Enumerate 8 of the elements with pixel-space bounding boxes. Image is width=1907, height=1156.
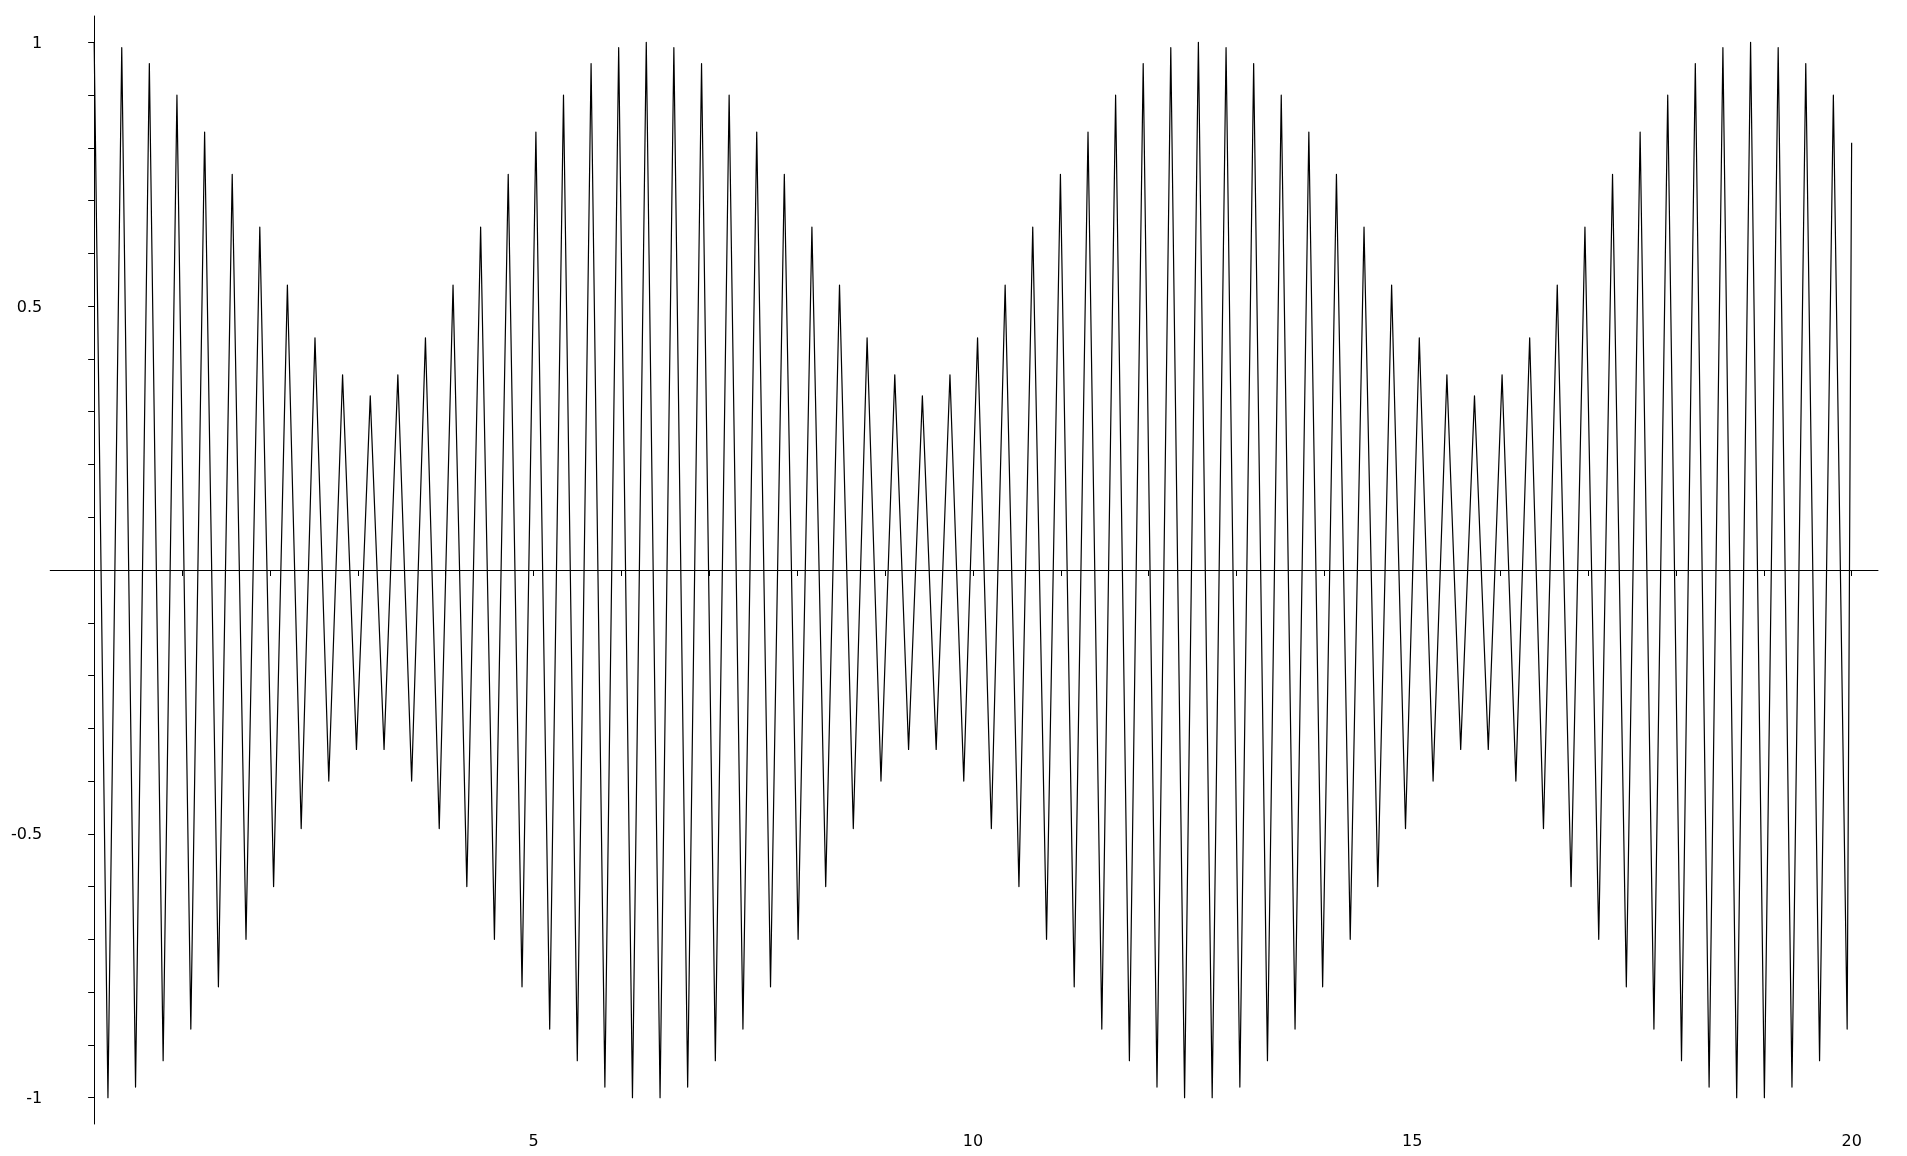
x-tick-label: 20 — [1841, 1130, 1862, 1150]
y-tick-label: 0.5 — [16, 296, 43, 316]
x-tick-label: 15 — [1402, 1130, 1423, 1150]
y-tick-label: 1 — [32, 32, 43, 52]
x-tick-label: 5 — [528, 1130, 539, 1150]
x-tick-label: 10 — [962, 1130, 984, 1150]
y-tick-label: -1 — [26, 1088, 43, 1108]
y-tick-label: -0.5 — [11, 824, 43, 844]
